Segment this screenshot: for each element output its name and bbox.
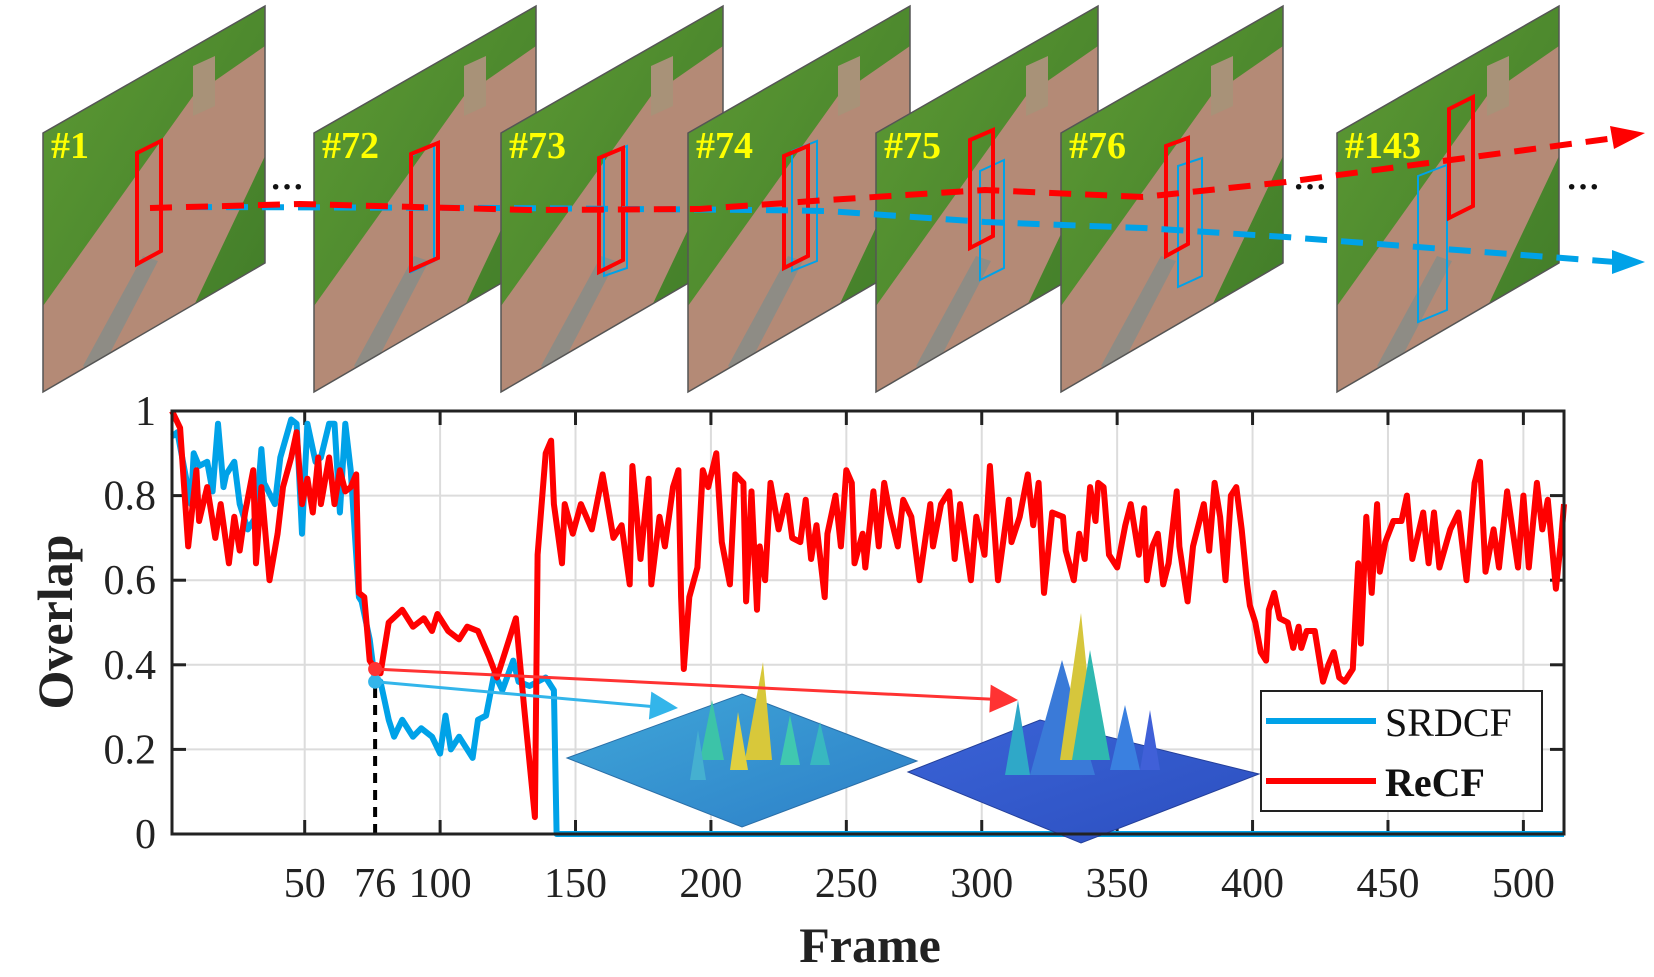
x-tick-label: 250: [815, 861, 878, 907]
video-frame: #75: [876, 6, 1098, 392]
srdcf-response-arrowhead: [648, 691, 678, 720]
x-tick-label: 450: [1356, 861, 1419, 907]
x-tick-label: 400: [1221, 861, 1284, 907]
recf-frame-76-point: [368, 662, 383, 677]
y-tick-label: 0.2: [104, 727, 157, 773]
recf-box: [597, 145, 625, 276]
recf-response-arrow: [375, 667, 1009, 702]
frame-label: #75: [884, 125, 941, 167]
ellipsis: ···: [1293, 169, 1327, 206]
recf-box: [968, 126, 995, 252]
frame-sequence: #1 #72 #73 #74 #75: [43, 6, 1645, 392]
frame-label: #72: [322, 125, 379, 167]
recf-box: [1447, 93, 1475, 222]
frame-label: #74: [696, 125, 753, 167]
x-tick-label: 50: [284, 861, 326, 907]
series-line-srdcf: [170, 416, 1564, 837]
recf-trajectory: [149, 135, 1616, 214]
recf-response-map: [906, 613, 1261, 844]
x-axis-label: Frame: [799, 917, 941, 973]
video-frame: #1: [43, 6, 265, 392]
x-tick-label: 200: [679, 861, 742, 907]
ellipsis: ···: [1566, 169, 1600, 206]
recf-trajectory-arrowhead: [1610, 126, 1645, 149]
video-frame: #72: [314, 6, 536, 392]
x-tick-label: 500: [1492, 861, 1555, 907]
recf-box: [409, 140, 440, 274]
y-ticks: 0 0.2 0.4 0.6 0.8 1: [104, 389, 1564, 858]
y-axis-label: Overlap: [27, 535, 83, 710]
y-tick-label: 0.4: [104, 643, 157, 689]
video-frame: #76: [1061, 6, 1283, 392]
plot-frame: [170, 409, 1566, 836]
video-frame: #73: [501, 6, 723, 392]
x-tick-label: 300: [950, 861, 1013, 907]
srdcf-frame-76-point: [368, 674, 383, 689]
srdcf-response-arrow: [374, 680, 669, 710]
y-tick-label: 0.6: [104, 558, 157, 604]
legend-label-srdcf: SRDCF: [1385, 700, 1512, 745]
recf-box: [782, 143, 810, 272]
y-tick-label: 0.8: [104, 474, 157, 520]
legend: SRDCF ReCF: [1260, 690, 1543, 812]
y-tick-label: 0: [135, 812, 156, 858]
frame-label: #1: [51, 125, 89, 167]
recf-response-arrowhead: [989, 684, 1018, 713]
frame-label: #143: [1345, 125, 1421, 167]
series-line-recf: [169, 409, 1567, 821]
srdcf-box: [1417, 163, 1448, 324]
frame-label: #73: [509, 125, 566, 167]
srdcf-box: [1177, 156, 1203, 289]
frame-label: #76: [1069, 125, 1126, 167]
x-ticks: 50 76 100 150 200 250 300 350 400 450 500: [284, 411, 1555, 907]
recf-box: [135, 137, 163, 268]
video-frame: #143: [1337, 6, 1559, 392]
srdcf-response-map: [565, 662, 919, 828]
recf-box: [1164, 135, 1190, 260]
series-lines: [169, 409, 1567, 837]
ellipsis: ···: [270, 169, 304, 206]
video-frame: #74: [688, 6, 910, 392]
overlap-chart: 50 76 100 150 200 250 300 350 400 450 500 00.20.40…: [27, 389, 1567, 973]
x-tick-label: 76: [354, 861, 396, 907]
x-tick-label: 100: [409, 861, 472, 907]
legend-label-recf: ReCF: [1385, 760, 1485, 805]
y-tick-label: 1: [135, 389, 156, 435]
x-tick-label: 150: [544, 861, 607, 907]
x-tick-label: 350: [1086, 861, 1149, 907]
srdcf-trajectory-arrowhead: [1612, 250, 1645, 274]
